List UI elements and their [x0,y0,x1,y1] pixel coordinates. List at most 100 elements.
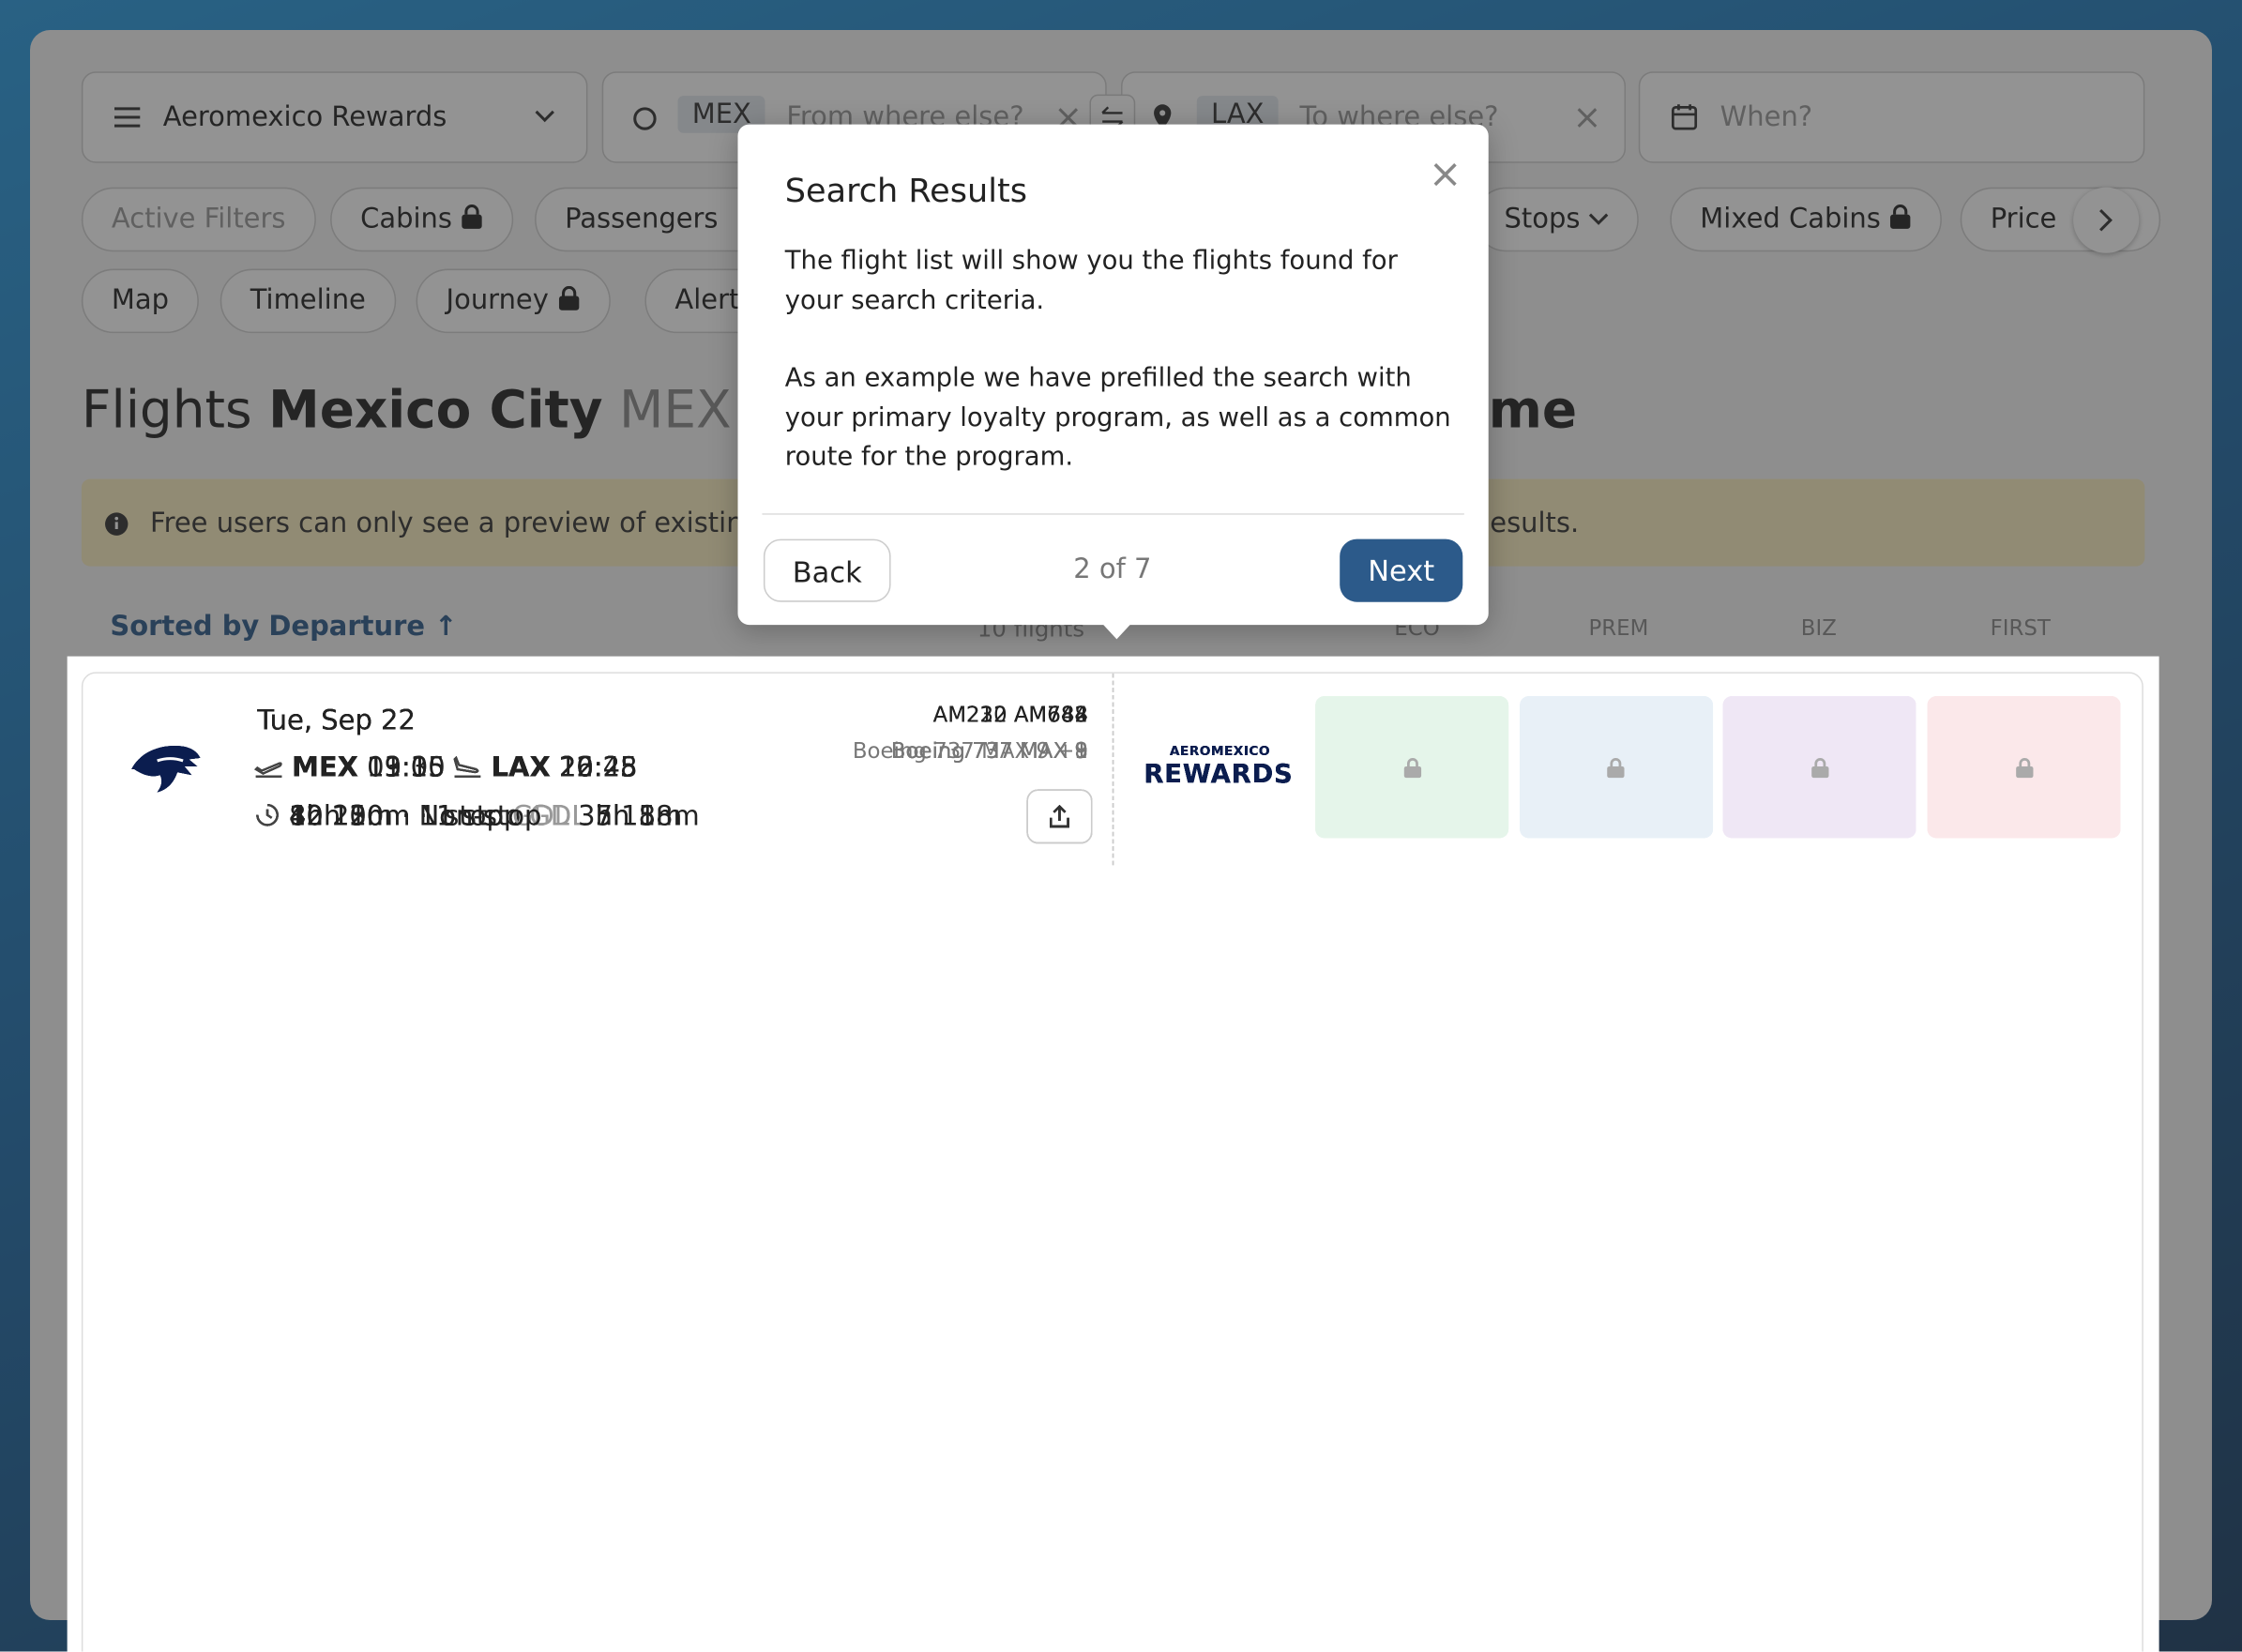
flight-number: AM784 [1013,702,1088,728]
airline-logo [129,741,203,804]
close-button[interactable]: × [1428,150,1462,198]
duration-line: 4h 10m · Non-stop [254,800,542,833]
via-airport: GDL [529,800,587,833]
program-name: REWARDS [1144,759,1294,790]
lock-glyph [1403,757,1421,778]
duration-line: 12h 20m · 1 stop GDL 7h 18m [254,800,700,833]
flight-numbers: AM230 AM784 [933,702,1088,727]
dialog-text: As an example we have prefilled the sear… [784,363,1451,472]
dialog-text: The flight list will show you the flight… [784,246,1398,316]
dep-code: MEX [292,751,358,784]
stops: 1 stop [436,800,522,833]
dialog-title: Search Results [784,173,1027,211]
dep-code: MEX [292,751,358,784]
dep-time: 13:35 [367,751,446,784]
arr-code: LAX [491,751,551,784]
via-airport: GDL [512,800,569,833]
duration-line: 4h 23m · Non-stop [254,800,542,833]
via-airport: GDL [529,800,587,833]
divider [762,513,1464,515]
program-logo: AEROMEXICO REWARDS [1144,745,1301,789]
arr-code: LAX [491,751,551,784]
program-brand: AEROMEXICO [1169,745,1271,760]
duration-line: 8h 15m · 1 stop GDL 3h 15m [254,800,682,833]
flight-numbers: AM222 AM784 [933,702,1088,727]
stops: 1 stop [418,800,504,833]
dep-code: MEX [292,751,358,784]
stops: Non-stop [418,800,542,833]
program-logo: AEROMEXICO REWARDS [1144,745,1301,789]
share-button[interactable] [1026,789,1093,844]
tour-dialog: Search Results × The flight list will sh… [737,124,1489,640]
flight-number: AM642 [1013,702,1088,728]
program-name: REWARDS [1144,759,1294,790]
aircraft: Boeing 737 MAX 8 [890,737,1088,764]
next-button[interactable]: Next [1340,538,1463,602]
duration: 8h 15m [288,800,394,833]
route-line: MEX 13:10 LAX 20:25 [254,751,638,784]
flight-list: Tue, Sep 22 MEX 09:05 LAX 20:25 12h 20m … [81,672,2144,1652]
duration: 4h 23m [288,800,394,833]
aircraft: Boeing 737 MAX 9 [890,737,1088,764]
program-name: REWARDS [1144,759,1294,790]
depart-icon [254,762,282,778]
flight-numbers: AM642 [1014,702,1088,727]
program-name: REWARDS [1144,759,1294,790]
lock-glyph [2015,757,2033,778]
flight-number: AM222 [932,702,1007,728]
cabin-cell [1519,696,1713,839]
dep-time: 11:15 [367,751,446,784]
layover: 5h 8m [595,800,683,833]
back-button[interactable]: Back [763,538,891,602]
arrive-icon [454,755,481,778]
dep-code: MEX [292,751,358,784]
flight-number: AM230 [932,702,1007,728]
dialog-arrow [1098,618,1136,640]
arr-time: 22:28 [558,751,638,784]
arr-code: LAX [491,751,551,784]
route-line: MEX 19:05 LAX 22:28 [254,751,638,784]
flight-date: Tue, Sep 22 [257,705,416,736]
clock-icon [256,803,279,826]
duration: 10h 10m [288,800,411,833]
arr-time: 16:45 [558,751,638,784]
program-logo: AEROMEXICO REWARDS [1144,745,1301,789]
dep-time: 13:10 [367,751,446,784]
flight-numbers: AM212 AM784 [933,702,1088,727]
airline-glyph [131,746,201,793]
cabin-cell [1315,696,1509,839]
dep-time: 19:05 [367,751,446,784]
lock-glyph [1811,757,1829,778]
arr-time: 20:25 [558,751,638,784]
dep-code: MEX [292,751,358,784]
spotlight: Tue, Sep 22 MEX 09:05 LAX 20:25 12h 20m … [67,656,2159,1652]
stops: Non-stop [418,800,542,833]
program-brand: AEROMEXICO [1169,745,1271,760]
flight-number: AM784 [1013,702,1088,728]
program-name: REWARDS [1144,759,1294,790]
flight-date: Tue, Sep 22 [257,705,416,736]
arr-code: LAX [491,751,551,784]
duration: 12h 20m [288,800,411,833]
duration-line: 10h 10m · 1 stop GDL 5h 8m [254,800,683,833]
program-logo: AEROMEXICO REWARDS [1144,745,1301,789]
aircraft: Boeing 737 MAX 9 [890,737,1088,764]
arr-time: 20:25 [558,751,638,784]
dep-time: 09:05 [367,751,446,784]
program-brand: AEROMEXICO [1169,745,1271,760]
flight-numbers: AM648 [1014,702,1088,727]
arr-time: 20:25 [558,751,638,784]
cabin-cell [1723,696,1917,839]
share-icon [1050,805,1069,828]
program-brand: AEROMEXICO [1169,745,1271,760]
layover: 7h 18m [595,800,700,833]
lock-glyph [1607,757,1625,778]
arr-code: LAX [491,751,551,784]
flight-date: Tue, Sep 22 [257,705,416,736]
program-logo: AEROMEXICO REWARDS [1144,745,1301,789]
flight-date: Tue, Sep 22 [257,705,416,736]
program-brand: AEROMEXICO [1169,745,1271,760]
aircraft: Boeing 737 MAX 9 +1 [852,737,1088,764]
